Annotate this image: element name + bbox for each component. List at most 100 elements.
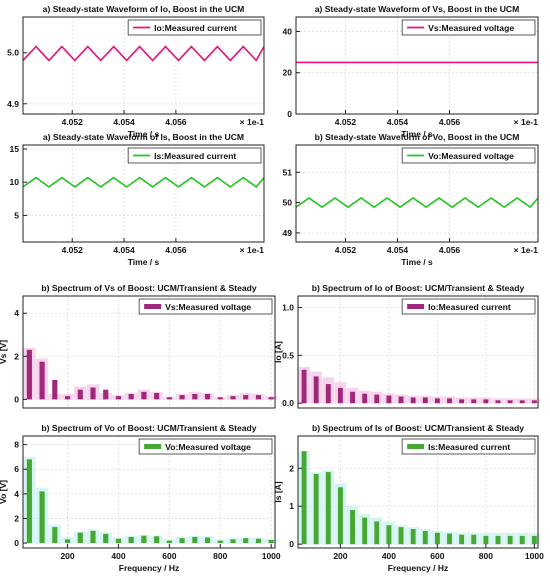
spectrum-bar	[374, 521, 380, 545]
x-tick-label: 200	[333, 551, 347, 561]
spectrum-bar	[325, 384, 331, 404]
y-tick-label: 4	[14, 308, 19, 318]
y-tick-label: 51	[283, 167, 293, 177]
spectrum-bar	[459, 534, 465, 545]
x-tick-label: 1000	[525, 551, 544, 561]
spectrum-bar	[77, 532, 83, 544]
spectrum-bar	[64, 396, 71, 400]
spectrum-bar	[531, 535, 537, 545]
chart-title: a) Steady-state Waveform of Io, Boost in…	[43, 4, 245, 14]
spectrum-bar	[313, 473, 319, 545]
spectrum-bar	[268, 397, 274, 400]
spectrum-bar	[166, 540, 172, 544]
plot-frame	[22, 295, 276, 409]
spectrum-bar	[507, 400, 513, 404]
legend-box	[401, 147, 536, 164]
x-tick-label: 800	[213, 551, 227, 561]
plot-frame	[295, 16, 539, 115]
x-tick-label: 600	[430, 551, 444, 561]
plot-frame	[297, 435, 539, 549]
y-tick-label: 40	[283, 26, 293, 36]
spectrum-bar	[230, 539, 236, 544]
spectrum-bar	[434, 532, 440, 545]
spectrum-bar	[128, 394, 134, 400]
x-tick-label: 4.056	[439, 117, 461, 127]
spectrum-bar	[115, 538, 122, 544]
chart-title: a) Steady-state Waveform of Is, Boost in…	[43, 132, 244, 142]
spectrum-bar	[495, 535, 501, 545]
legend-label: Is:Measured current	[154, 151, 236, 161]
y-tick-label: 2	[14, 513, 19, 523]
spectrum-bar	[52, 380, 58, 400]
chart-title: b) Spectrum of Io of Boost: UCM/Transien…	[312, 283, 525, 293]
x-axis-label: Time / s	[128, 129, 160, 139]
spectrum-bar	[204, 537, 211, 544]
y-tick-label: 4.9	[7, 99, 19, 109]
y-tick-label: 1.0	[282, 302, 294, 312]
y-tick-label: 0	[14, 394, 19, 404]
spectrum-bar	[243, 395, 249, 400]
chart-title: b) Steady-state Waveform of Vo, Boost in…	[315, 132, 520, 142]
y-axis-label: Io [A]	[273, 341, 283, 363]
y-tick-label: 8	[14, 440, 19, 450]
x-tick-label: 4.056	[439, 245, 461, 255]
x-axis-label: Time / s	[401, 257, 433, 267]
spectrum-bar	[179, 395, 185, 400]
plot-frame	[295, 144, 539, 243]
spectrum-bar	[519, 535, 525, 545]
plot-frame	[22, 16, 265, 115]
spectrum-bar	[325, 472, 331, 545]
chart-title: b) Spectrum of Vs of Boost: UCM/Transien…	[41, 283, 257, 293]
legend: Is:Measured current	[401, 438, 536, 455]
spectrum-bar	[519, 400, 525, 404]
spectrum-bar	[192, 536, 198, 544]
spectrum-bar	[64, 539, 71, 544]
spectrum-bar	[398, 396, 404, 404]
spectrum-bar	[255, 538, 262, 544]
x-tick-label: 4.056	[165, 117, 187, 127]
legend: Io:Measured current	[401, 298, 536, 315]
x-tick-label: 400	[111, 551, 125, 561]
spectrum-bar	[398, 527, 404, 545]
x-tick-label: 4.052	[335, 117, 357, 127]
spectrum-bar	[103, 533, 109, 544]
x-axis-label: Frequency / Hz	[388, 563, 448, 573]
x-tick-label: 4.054	[113, 117, 135, 127]
spectrum-bar	[313, 376, 319, 404]
spectrum-bar	[422, 397, 428, 404]
legend-box	[401, 438, 536, 455]
x-tick-label: 4.052	[335, 245, 357, 255]
y-tick-label: 4	[14, 489, 19, 499]
spectrum-bar	[26, 459, 32, 544]
y-tick-label: 5.0	[7, 48, 19, 58]
legend-box	[127, 19, 262, 36]
spectrum-bar	[52, 527, 58, 544]
legend-label: Io:Measured current	[428, 302, 511, 312]
spectrum-bar	[154, 392, 160, 400]
spectrum-bar	[255, 395, 262, 400]
legend-label: Vs:Measured voltage	[428, 23, 514, 33]
series-line	[295, 197, 539, 209]
spectrum-bar	[90, 387, 96, 400]
spectrum-bar	[422, 530, 428, 545]
chart-sio: b) Spectrum of Io of Boost: UCM/Transien…	[273, 283, 541, 409]
spectrum-bar	[141, 535, 147, 544]
spectrum-bar	[495, 400, 501, 404]
spectrum-bar	[243, 538, 249, 544]
y-tick-label: 20	[283, 68, 293, 78]
chart-io: a) Steady-state Waveform of Io, Boost in…	[7, 4, 265, 139]
chart-title: b) Spectrum of Vo of Boost: UCM/Transien…	[41, 423, 256, 433]
spectrum-bar	[90, 530, 96, 544]
spectrum-bar	[337, 487, 343, 545]
spectrum-bar	[362, 393, 368, 404]
y-tick-label: 2	[14, 351, 19, 361]
spectrum-bar	[154, 536, 160, 544]
spectrum-bar	[350, 391, 355, 404]
spectrum-bar	[301, 369, 307, 404]
x-tick-label: 1000	[262, 551, 281, 561]
x-tick-label: 200	[60, 551, 74, 561]
y-axis-label: Vo [V]	[0, 480, 8, 504]
spectrum-bar	[141, 391, 147, 400]
x-tick-label: 600	[162, 551, 176, 561]
legend-box	[138, 438, 273, 455]
